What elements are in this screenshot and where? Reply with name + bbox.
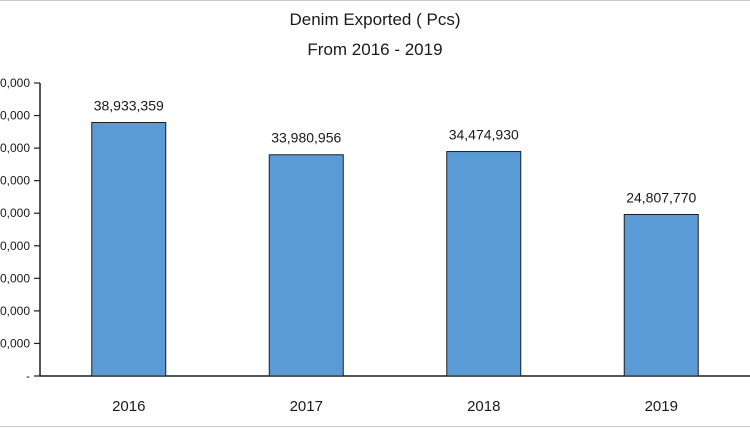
y-tick-label: 20,000,000 (0, 239, 30, 253)
bar (623, 213, 699, 377)
y-tick-label: 10,000,000 (0, 304, 30, 318)
y-tick-label: - (26, 369, 30, 383)
x-tick-label: 2019 (645, 398, 678, 415)
y-tick-label: 45,000,000 (0, 76, 30, 90)
x-tick-label: 2017 (290, 398, 323, 415)
chart-subtitle: From 2016 - 2019 (307, 40, 443, 59)
bar (91, 122, 167, 377)
x-tick-label: 2018 (467, 398, 500, 415)
data-label: 24,807,770 (626, 189, 696, 205)
y-tick-label: 40,000,000 (0, 109, 30, 123)
y-tick-label: 25,000,000 (0, 206, 30, 220)
bar (446, 151, 522, 377)
chart-title: Denim Exported ( Pcs) (289, 10, 461, 29)
data-label: 38,933,359 (94, 98, 164, 114)
bar (268, 154, 344, 377)
data-label: 34,474,930 (449, 127, 519, 143)
y-tick-label: 15,000,000 (0, 271, 30, 285)
y-tick-label: 5,000,000 (0, 336, 30, 350)
x-tick-label: 2016 (112, 398, 145, 415)
data-label: 33,980,956 (271, 130, 341, 146)
y-tick-label: 30,000,000 (0, 174, 30, 188)
y-tick-label: 35,000,000 (0, 141, 30, 155)
